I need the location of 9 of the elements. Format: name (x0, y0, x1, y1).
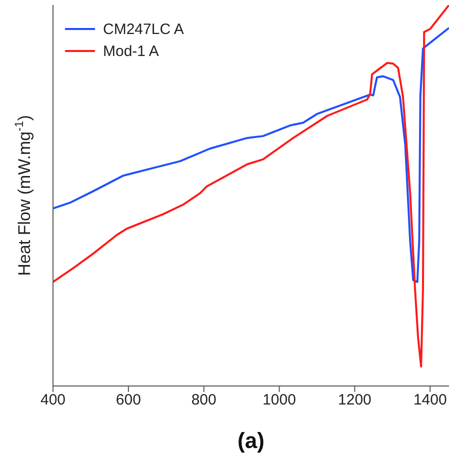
x-tick-label: 1400 (413, 392, 447, 409)
x-tick-label: 400 (40, 392, 66, 409)
legend-label: Mod-1 A (103, 43, 159, 60)
x-tick-label: 800 (191, 392, 216, 409)
x-tick-label: 600 (116, 392, 141, 409)
x-tick-label: 1000 (262, 392, 296, 409)
legend-label: CM247LC A (103, 21, 184, 38)
x-tick-label: 1200 (338, 392, 372, 409)
text: (a) (238, 428, 264, 453)
